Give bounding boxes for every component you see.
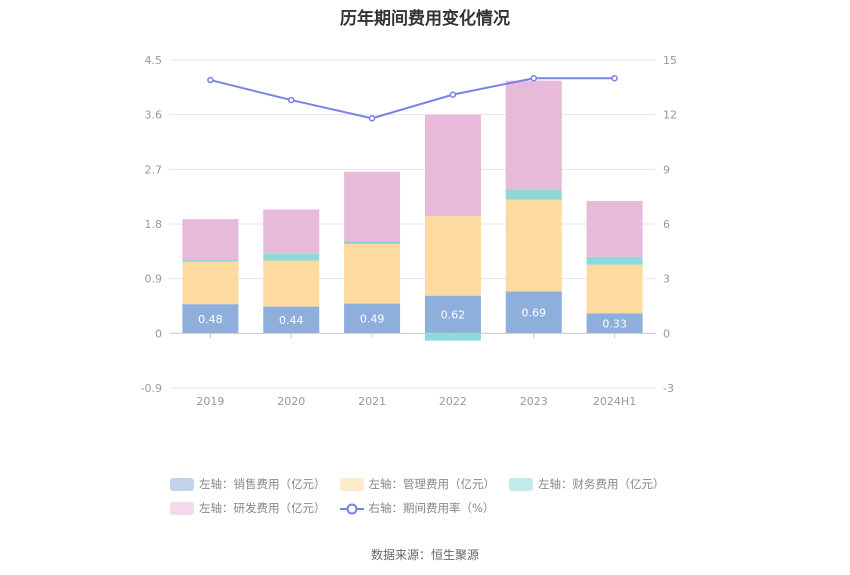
right-axis-tick: 15 xyxy=(663,54,677,67)
bar-segment xyxy=(424,216,481,296)
x-axis-tick: 2023 xyxy=(520,395,548,408)
rate-point xyxy=(368,115,376,122)
bar-segment xyxy=(344,171,401,242)
bar-segment xyxy=(182,304,239,334)
bar-segment xyxy=(505,199,562,292)
bar-segment xyxy=(182,219,239,260)
legend-label-sales: 左轴：销售费用（亿元） xyxy=(199,477,326,491)
bar-segment xyxy=(182,259,239,262)
right-axis-tick: 6 xyxy=(663,218,670,231)
legend: 左轴：销售费用（亿元） 左轴：管理费用（亿元） 左轴：财务费用（亿元） 左轴：研… xyxy=(170,472,730,520)
line-layer xyxy=(207,74,618,122)
axis-layer: 4.5 15 3.6 12 2.7 9 1.8 6 0.9 3 0 0 -0.9 -3 2019 2020 20… xyxy=(141,54,677,408)
bar-segment xyxy=(586,200,643,257)
rate-point xyxy=(288,96,295,104)
legend-item-sales[interactable]: 左轴：销售费用（亿元） xyxy=(170,476,326,492)
bars-layer: 0.48 0.44 0.49 0.62 0.69 0.33 xyxy=(182,80,643,341)
legend-item-finance[interactable]: 左轴：财务费用（亿元） xyxy=(509,476,665,492)
legend-label-rnd: 左轴：研发费用（亿元） xyxy=(199,501,326,515)
bar-segment xyxy=(505,189,562,200)
right-axis-tick: 9 xyxy=(663,163,670,176)
bar-data-label: 0.48 xyxy=(198,313,223,326)
right-axis-tick: 0 xyxy=(663,327,670,340)
legend-line-rate-icon xyxy=(339,501,364,515)
bar-data-label: 0.62 xyxy=(441,309,466,322)
bar-segment xyxy=(182,261,239,305)
grid-layer xyxy=(170,59,655,389)
bar-segment xyxy=(586,313,643,334)
bar-segment xyxy=(586,256,643,265)
legend-label-finance: 左轴：财务费用（亿元） xyxy=(538,477,665,491)
rate-line xyxy=(210,77,615,120)
bar-segment xyxy=(263,260,320,307)
legend-item-rnd[interactable]: 左轴：研发费用（亿元） xyxy=(170,500,326,516)
rate-point xyxy=(449,91,457,98)
legend-label-admin: 左轴：管理费用（亿元） xyxy=(368,477,496,491)
rate-point xyxy=(207,76,214,84)
bar-segment xyxy=(263,253,320,261)
x-axis-tick: 2024H1 xyxy=(593,395,636,408)
bar-segment xyxy=(344,303,401,334)
left-axis-tick: -0.9 xyxy=(141,382,162,395)
bar-segment xyxy=(586,264,643,314)
right-axis-tick: 3 xyxy=(663,273,670,286)
legend-row-1: 左轴：销售费用（亿元） 左轴：管理费用（亿元） 左轴：财务费用（亿元） xyxy=(170,472,730,496)
legend-row-2: 左轴：研发费用（亿元） 右轴：期间费用率（%） xyxy=(170,496,730,520)
bar-segment xyxy=(424,295,481,334)
legend-item-rate[interactable]: 右轴：期间费用率（%） xyxy=(339,500,495,516)
legend-swatch-admin xyxy=(339,477,364,491)
left-axis-tick: 1.8 xyxy=(145,218,163,231)
bar-segment xyxy=(263,209,320,254)
bar-data-label: 0.33 xyxy=(602,317,627,330)
right-axis-tick: -3 xyxy=(663,382,674,395)
bar-segment xyxy=(505,80,562,190)
x-axis-tick: 2022 xyxy=(439,395,467,408)
legend-swatch-sales xyxy=(170,477,194,491)
right-axis-tick: 12 xyxy=(663,109,677,122)
bar-segment xyxy=(344,244,401,304)
left-axis-tick: 3.6 xyxy=(145,109,163,122)
x-axis-tick: 2019 xyxy=(196,395,224,408)
legend-item-admin[interactable]: 左轴：管理费用（亿元） xyxy=(339,476,496,492)
chart-title: 历年期间费用变化情况 xyxy=(340,9,510,29)
rate-point xyxy=(530,74,537,82)
left-axis-tick: 0 xyxy=(155,327,162,340)
left-axis-tick: 2.7 xyxy=(145,163,163,176)
legend-swatch-rnd xyxy=(170,501,194,515)
x-axis-tick: 2021 xyxy=(358,395,386,408)
left-axis-tick: 4.5 xyxy=(145,54,163,67)
x-axis-tick: 2020 xyxy=(277,395,305,408)
bar-segment xyxy=(505,291,562,334)
bar-data-label: 0.69 xyxy=(522,306,547,319)
bar-segment xyxy=(344,241,401,245)
bar-data-label: 0.44 xyxy=(279,314,304,327)
bar-data-label: 0.49 xyxy=(360,312,385,325)
rate-point xyxy=(611,74,618,82)
source-note: 数据来源：恒生聚源 xyxy=(370,548,479,562)
left-axis-tick: 0.9 xyxy=(145,273,163,286)
bar-segment xyxy=(424,114,481,217)
bar-segment xyxy=(263,306,320,334)
legend-swatch-finance xyxy=(509,477,533,491)
legend-label-rate: 右轴：期间费用率（%） xyxy=(368,501,495,515)
